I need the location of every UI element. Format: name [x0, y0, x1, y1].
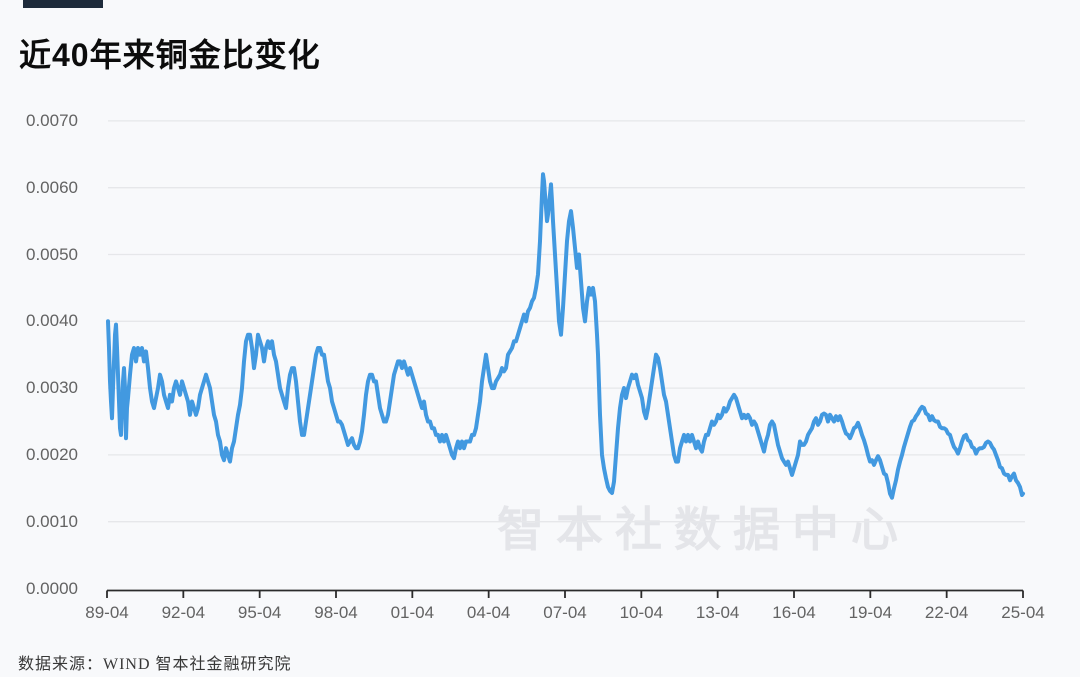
x-tick-label: 19-04	[848, 603, 893, 622]
title-accent-bar	[23, 0, 103, 8]
x-tick-label: 10-04	[619, 603, 664, 622]
ratio-series-line	[106, 172, 1025, 500]
y-tick-label: 0.0050	[26, 244, 78, 264]
y-tick-label: 0.0010	[26, 511, 78, 531]
y-tick-label: 0.0030	[26, 378, 78, 398]
x-tick-label: 07-04	[543, 603, 587, 622]
x-tick-label: 89-04	[85, 603, 129, 622]
watermark: 智本社数据中心	[497, 503, 910, 556]
y-tick-label: 0.0060	[26, 177, 78, 197]
x-tick-label: 22-04	[924, 603, 969, 622]
x-tick-label: 04-04	[466, 603, 511, 622]
x-tick-label: 13-04	[695, 603, 740, 622]
x-tick-label: 98-04	[314, 603, 358, 622]
chart-title: 近40年来铜金比变化	[19, 37, 321, 73]
x-tick-label: 16-04	[772, 603, 816, 622]
x-tick-label: 25-04	[1001, 603, 1045, 622]
y-tick-label: 0.0020	[26, 444, 78, 464]
x-tick-label: 95-04	[237, 603, 282, 622]
y-tick-label: 0.0040	[26, 311, 78, 331]
x-tick-label: 92-04	[161, 603, 206, 622]
y-tick-label: 0.0000	[26, 578, 78, 598]
source-note: 数据来源：WIND 智本社金融研究院	[18, 656, 292, 673]
y-tick-label: 0.0070	[26, 110, 78, 130]
x-tick-label: 01-04	[390, 603, 435, 622]
